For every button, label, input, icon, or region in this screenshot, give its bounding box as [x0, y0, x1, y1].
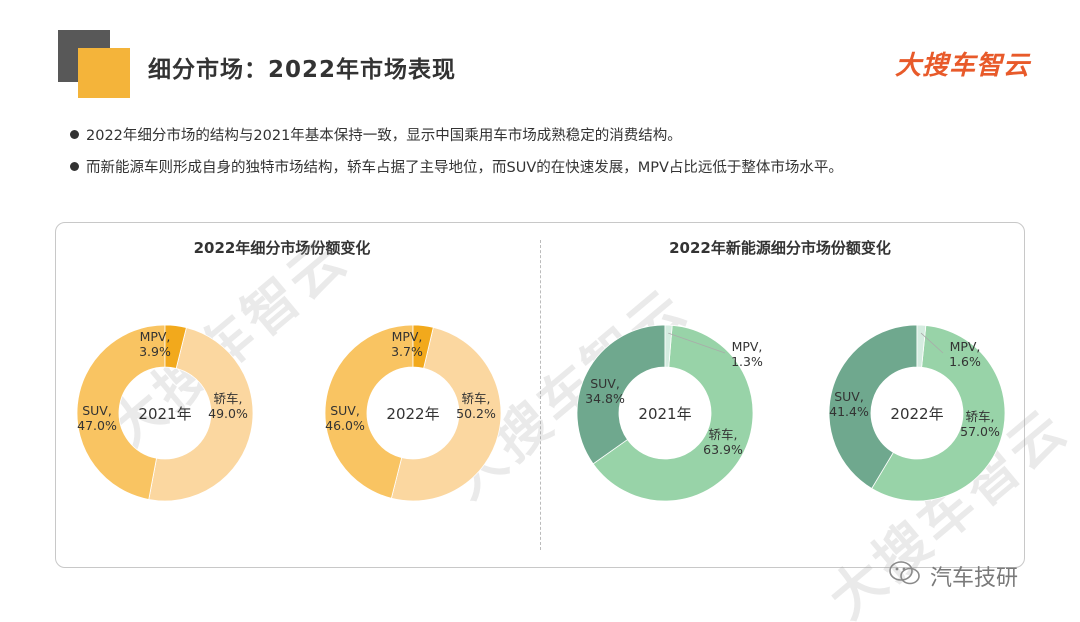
slice-name-label: SUV, — [330, 403, 360, 418]
bullet-item: 2022年细分市场的结构与2021年基本保持一致，显示中国乘用车市场成熟稳定的消… — [70, 124, 843, 145]
donut-center-label: 2021年 — [638, 405, 691, 423]
slice-value-label: 63.9% — [703, 442, 743, 457]
slice-name-label: SUV, — [834, 389, 864, 404]
donut-center-label: 2022年 — [890, 405, 943, 423]
slice-value-label: 49.0% — [208, 406, 248, 421]
donut-slice-suv — [76, 324, 166, 500]
donut-center-label: 2021年 — [138, 405, 191, 423]
mpv-leader-line — [668, 332, 726, 354]
slice-value-label: 50.2% — [456, 406, 496, 421]
right-chart-title: 2022年新能源细分市场份额变化 — [669, 239, 891, 257]
donut-slice-mpv — [412, 324, 434, 369]
donut-slice-car — [390, 326, 502, 502]
slice-name-label: 轿车, — [709, 427, 738, 442]
slice-value-label: 46.0% — [325, 418, 365, 433]
donut-slice-car — [592, 324, 754, 502]
slice-name-label: MPV, — [140, 329, 171, 344]
slice-value-label: 47.0% — [77, 418, 117, 433]
slice-value-label: 1.6% — [949, 354, 981, 369]
donut-slice-mpv — [664, 324, 673, 368]
donut-slice-suv — [324, 324, 414, 499]
footer-watermark: 汽车技研 — [930, 566, 1019, 591]
donut-slice-car — [148, 327, 254, 502]
slice-name-label: SUV, — [590, 376, 620, 391]
slice-value-label: 34.8% — [585, 391, 625, 406]
slice-name-label: 轿车, — [214, 391, 243, 406]
chart-panel — [55, 222, 1025, 568]
slice-value-label: 57.0% — [960, 424, 1000, 439]
slice-value-label: 3.7% — [391, 344, 423, 359]
page-title: 细分市场：2022年市场表现 — [148, 57, 457, 83]
bullet-item: 而新能源车则形成自身的独特市场结构，轿车占据了主导地位，而SUV的在快速发展，M… — [70, 156, 843, 177]
donut-slice-suv — [828, 324, 918, 490]
donut-slice-mpv — [164, 324, 187, 369]
slice-name-label: MPV, — [392, 329, 423, 344]
slice-name-label: SUV, — [82, 403, 112, 418]
title-decoration-yellow — [78, 48, 130, 98]
slice-name-label: MPV, — [732, 339, 763, 354]
slice-name-label: 轿车, — [966, 409, 995, 424]
bullet-dot-icon — [70, 130, 79, 139]
left-chart-title: 2022年细分市场份额变化 — [193, 239, 371, 257]
slice-value-label: 3.9% — [139, 344, 171, 359]
panel-divider — [540, 240, 541, 550]
brand-logo: 大搜车智云 — [895, 51, 1031, 81]
wechat-icon — [889, 561, 920, 585]
donut-slice-suv — [576, 324, 666, 465]
bullet-list: 2022年细分市场的结构与2021年基本保持一致，显示中国乘用车市场成熟稳定的消… — [70, 124, 843, 188]
slice-value-label: 41.4% — [829, 404, 869, 419]
bullet-dot-icon — [70, 162, 79, 171]
slice-name-label: 轿车, — [462, 391, 491, 406]
slice-name-label: MPV, — [950, 339, 981, 354]
donut-center-label: 2022年 — [386, 405, 439, 423]
slice-value-label: 1.3% — [731, 354, 763, 369]
donut-slice-car — [871, 325, 1006, 502]
mpv-leader-line — [920, 332, 944, 354]
